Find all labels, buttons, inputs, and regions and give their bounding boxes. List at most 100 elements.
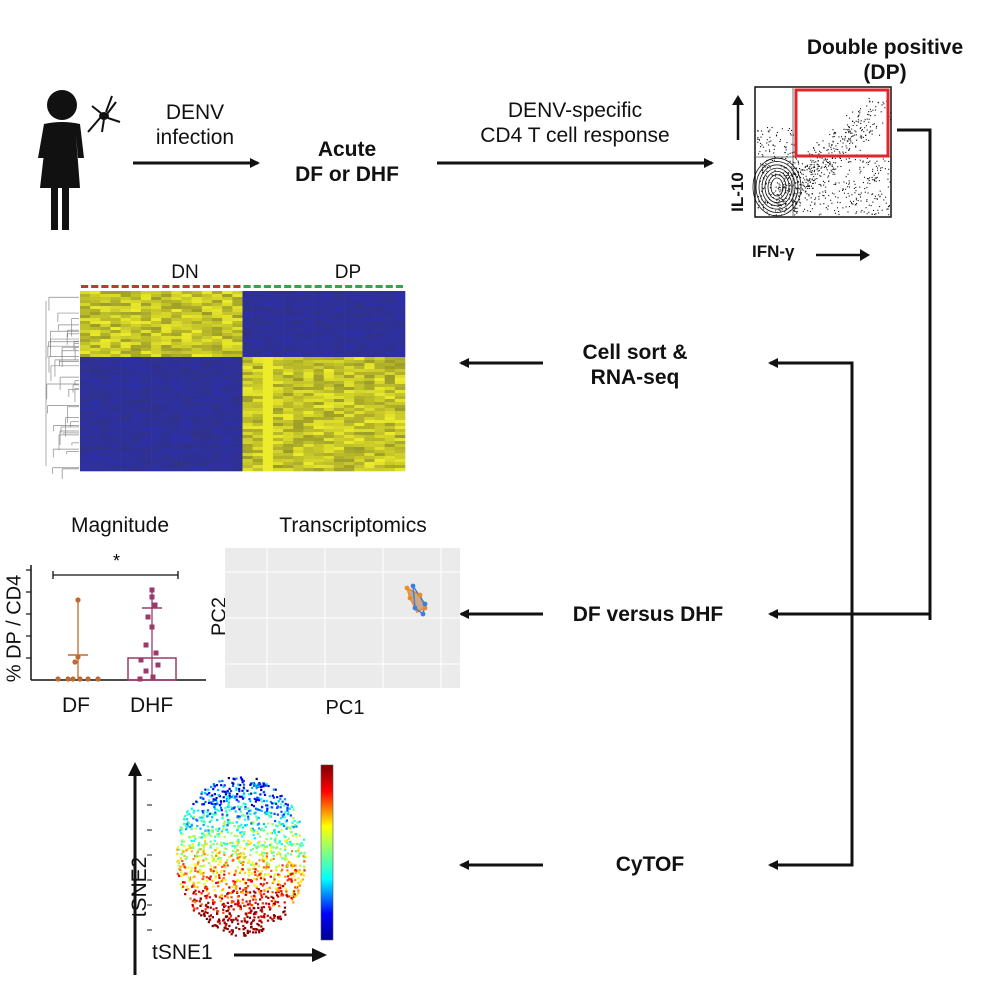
heatmap-cell [333, 384, 345, 388]
facs-event-dot [796, 207, 798, 209]
facs-event-dot [831, 157, 833, 159]
tsne-cell-dot [192, 884, 195, 887]
heatmap-cell [120, 351, 132, 355]
heatmap-cell [394, 321, 406, 325]
heatmap-cell [110, 366, 121, 370]
heatmap-cell [120, 411, 132, 415]
tsne-cell-dot [249, 911, 252, 914]
tsne-cell-dot [202, 803, 205, 806]
tsne-cell-dot [211, 859, 214, 863]
heatmap-cell [201, 303, 213, 307]
heatmap-cell [120, 300, 132, 304]
facs-event-dot [858, 114, 860, 116]
heatmap-cell [161, 378, 172, 382]
heatmap-cell [140, 306, 152, 310]
heatmap-cell [90, 318, 101, 322]
tsne-cell-dot [287, 864, 290, 867]
heatmap-cell [262, 330, 274, 334]
heatmap-cell [262, 327, 274, 331]
heatmap-cell [272, 393, 284, 397]
heatmap-cell [90, 393, 101, 397]
heatmap-group-bar [223, 285, 231, 288]
facs-event-dot [823, 159, 825, 161]
facs-event-dot [867, 182, 869, 184]
tsne-cell-dot [273, 812, 276, 815]
heatmap-cell [303, 459, 314, 463]
heatmap-cell [181, 375, 193, 379]
heatmap-cell [171, 306, 182, 310]
tsne-cell-dot [254, 931, 257, 934]
facs-event-dot [848, 180, 850, 182]
heatmap-cell [374, 450, 385, 454]
facs-event-dot [833, 136, 835, 138]
tsne-cell-dot [239, 855, 242, 858]
heatmap-cell [303, 342, 314, 346]
heatmap-cell [171, 309, 182, 313]
heatmap-cell [394, 441, 406, 445]
heatmap-cell [191, 354, 203, 358]
heatmap-cell [252, 360, 264, 364]
heatmap-cell [344, 348, 355, 352]
heatmap-cell [212, 294, 223, 298]
heatmap-cell [140, 315, 152, 319]
heatmap-cell [293, 459, 304, 463]
heatmap-cell [323, 300, 335, 304]
heatmap-cell [283, 294, 294, 298]
heatmap-cell [100, 435, 111, 439]
tsne-cell-dot [183, 873, 186, 876]
facs-event-dot [859, 168, 861, 170]
facs-event-dot [769, 187, 771, 189]
heatmap-cell [191, 336, 203, 340]
heatmap-cell [283, 411, 294, 415]
facs-event-dot [777, 187, 779, 189]
facs-event-dot [757, 206, 759, 209]
tsne-cell-dot [261, 851, 264, 854]
heatmap-cell [333, 294, 345, 298]
tsne-cell-dot [285, 890, 288, 893]
heatmap-cell [293, 456, 304, 460]
facs-event-dot [796, 212, 798, 214]
tsne-cell-dot [231, 931, 234, 934]
tsne-cell-dot [237, 841, 240, 845]
heatmap-cell [323, 297, 335, 301]
heatmap-cell [90, 321, 101, 325]
heatmap-cell [344, 459, 355, 463]
tsne-cell-dot [196, 886, 199, 889]
tsne-cell-dot [291, 898, 294, 901]
facs-event-dot [806, 165, 808, 167]
facs-event-dot [770, 159, 772, 161]
facs-event-dot [851, 132, 853, 134]
facs-event-dot [887, 178, 889, 180]
tsne-cell-dot [252, 867, 255, 870]
facs-event-dot [846, 140, 848, 142]
heatmap-cell [110, 468, 121, 472]
heatmap-cell [333, 378, 345, 382]
tsne-cell-dot [197, 861, 200, 864]
facs-event-dot [818, 196, 820, 198]
heatmap-cell [212, 330, 223, 334]
heatmap-cell [293, 453, 304, 457]
heatmap-cell [80, 339, 91, 343]
dhf-data-point [149, 587, 155, 593]
tsne-cell-dot [206, 809, 210, 812]
heatmap-cell [252, 342, 264, 346]
heatmap-cell [191, 423, 203, 427]
heatmap-cell [242, 339, 253, 343]
tsne-cell-dot [197, 842, 201, 845]
heatmap-cell [161, 411, 172, 415]
tsne-cell-dot [211, 898, 214, 902]
facs-event-dot [812, 160, 814, 162]
heatmap-cell [272, 408, 284, 412]
heatmap-cell [90, 456, 101, 460]
heatmap-cell [161, 423, 172, 427]
facs-event-dot [801, 188, 803, 190]
tsne-cell-dot [234, 869, 237, 872]
tsne-cell-dot [292, 895, 296, 898]
facs-event-dot [877, 169, 879, 171]
tsne-cell-dot [222, 825, 225, 828]
tsne-cell-dot [278, 889, 281, 892]
heatmap-cell [80, 303, 91, 307]
tsne-cell-dot [215, 828, 218, 831]
heatmap-cell [222, 453, 233, 457]
facs-event-dot [838, 190, 840, 192]
